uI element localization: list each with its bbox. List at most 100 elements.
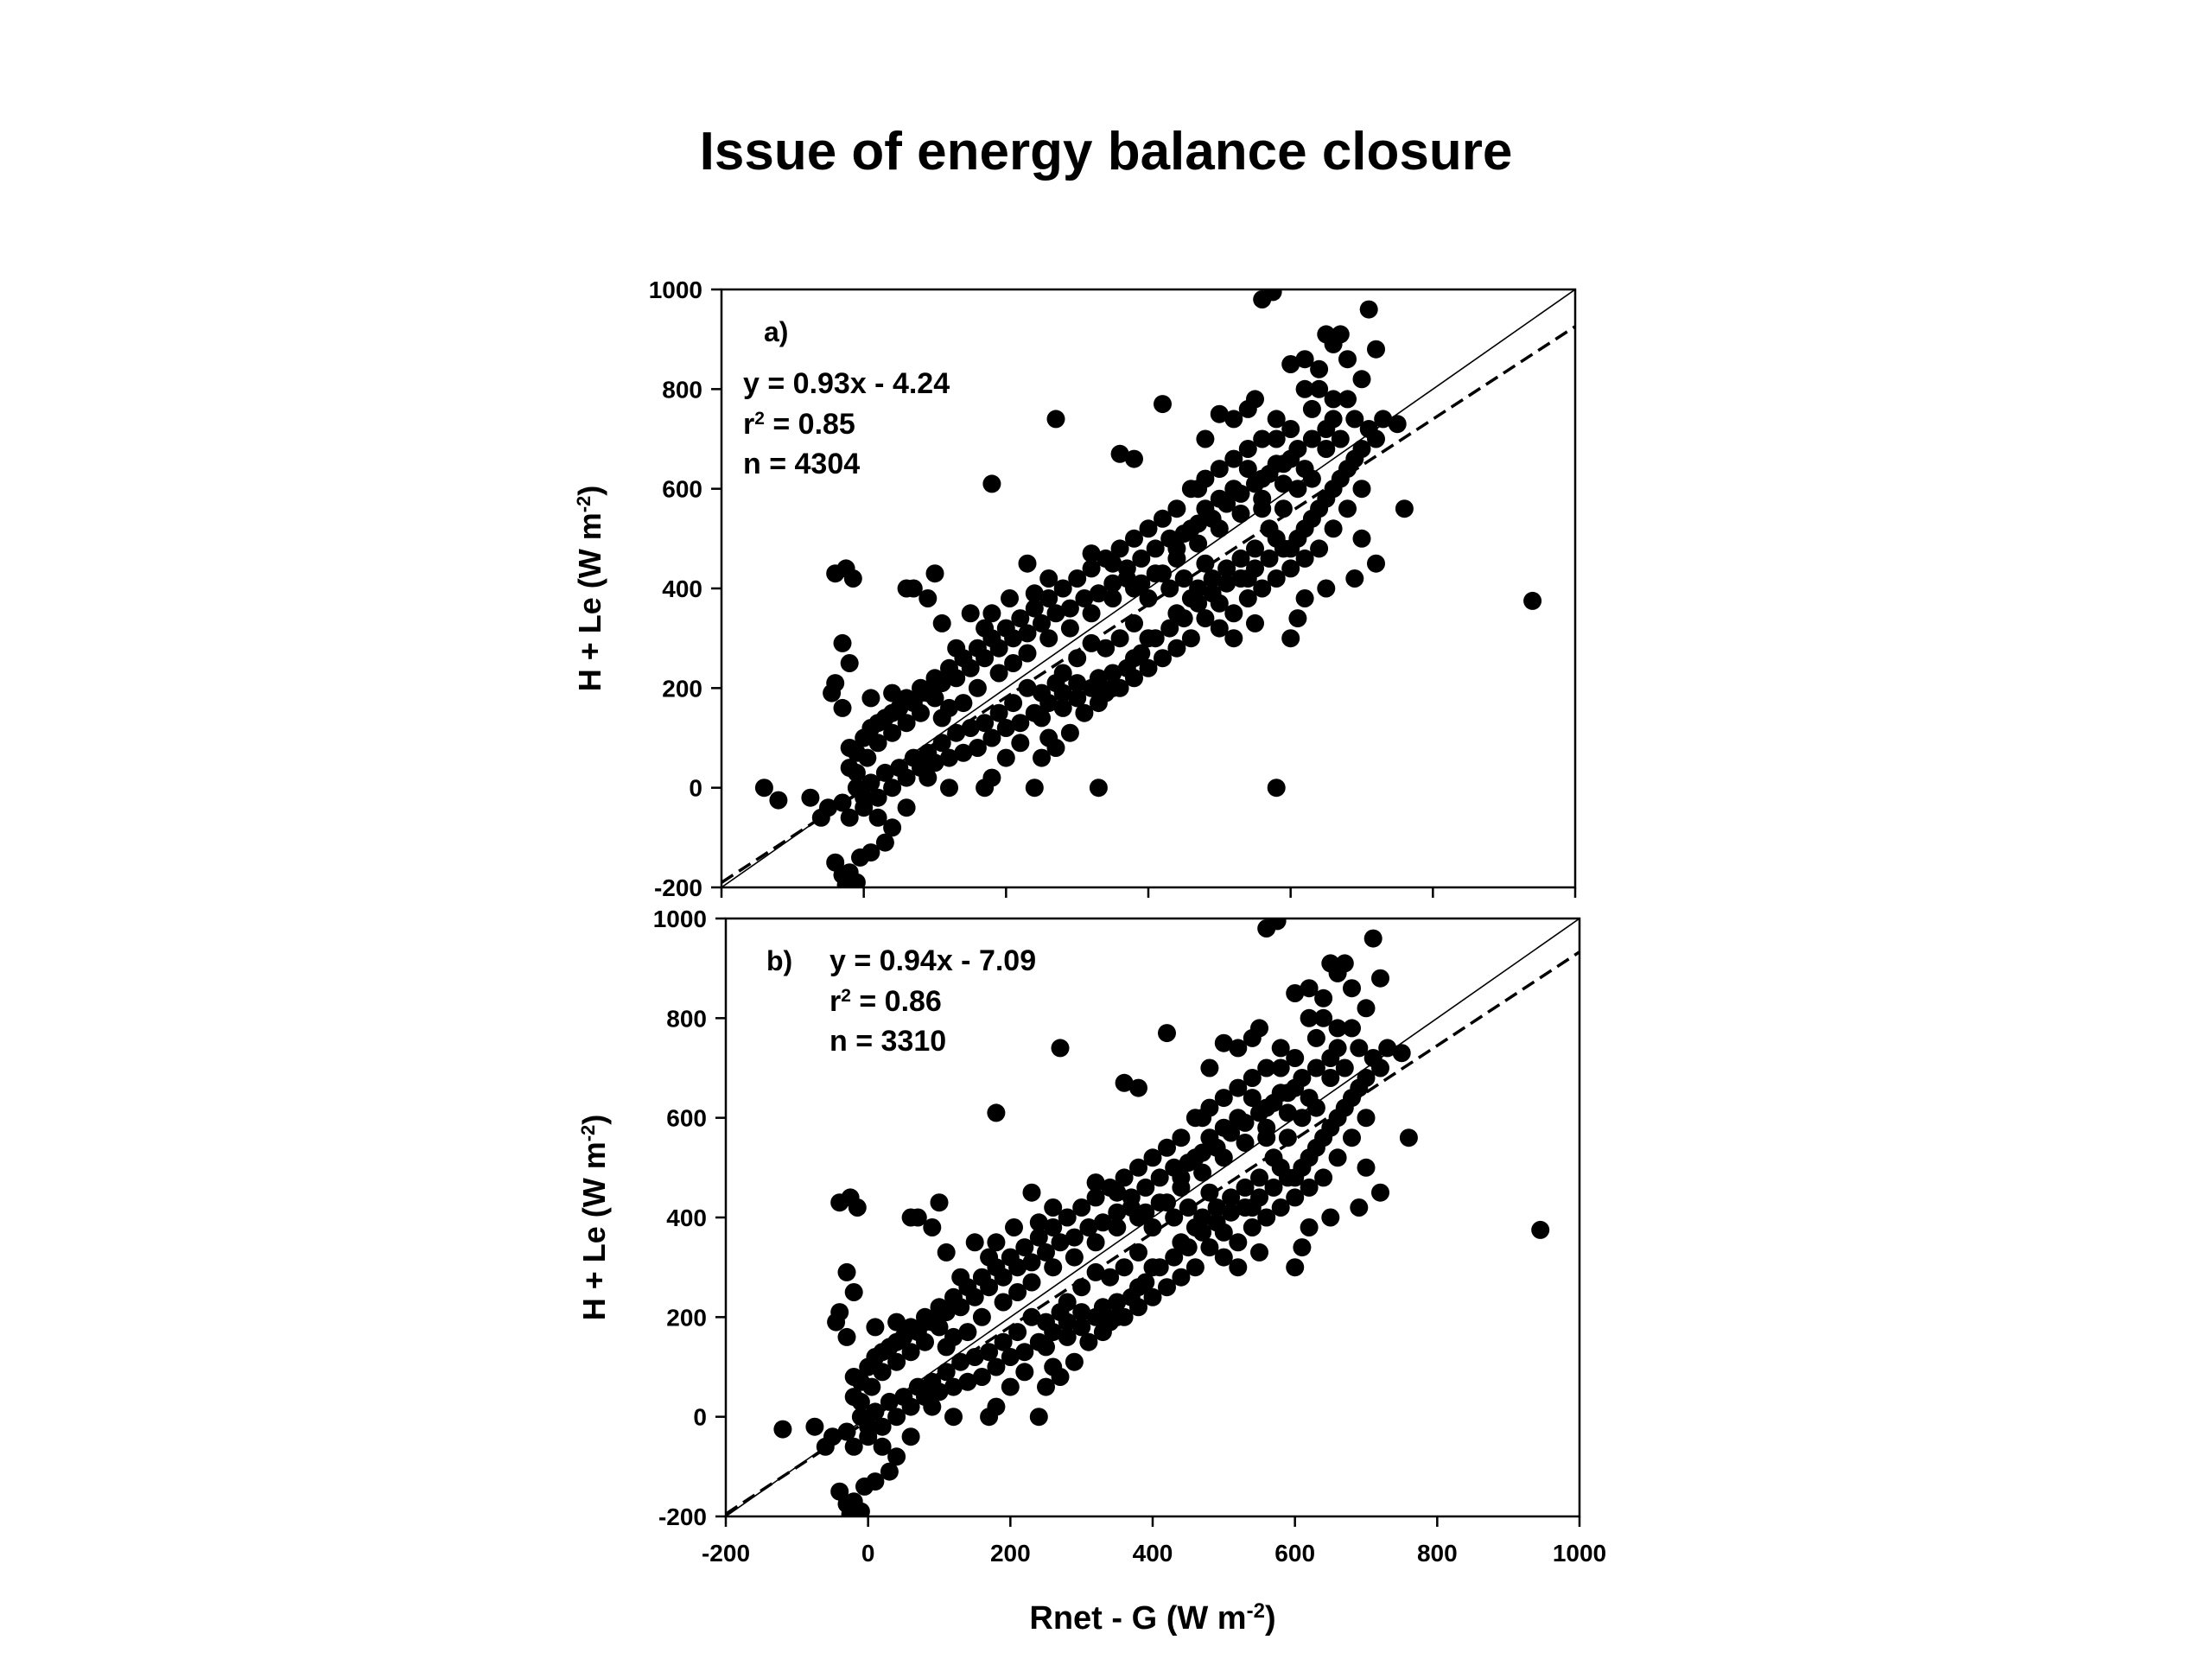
data-point xyxy=(951,1352,970,1371)
one-to-one-line xyxy=(721,289,1575,887)
data-point xyxy=(1271,1198,1290,1217)
data-point xyxy=(1115,1073,1134,1092)
data-point xyxy=(887,1332,906,1351)
data-point xyxy=(1238,440,1257,458)
data-point xyxy=(1082,559,1101,578)
data-point xyxy=(1302,429,1321,448)
data-point xyxy=(1065,1228,1084,1247)
data-point xyxy=(1103,664,1122,683)
data-point xyxy=(1222,1188,1241,1207)
data-point xyxy=(1260,464,1279,483)
y-tick-label: 800 xyxy=(666,1005,707,1032)
data-point xyxy=(801,788,820,807)
data-point xyxy=(944,1408,963,1427)
data-point xyxy=(1331,429,1350,448)
data-point xyxy=(1288,529,1307,548)
data-point xyxy=(1158,1024,1176,1043)
sample-size: n = 3310 xyxy=(830,1025,946,1058)
data-point xyxy=(1264,1178,1283,1197)
data-point xyxy=(1037,1377,1055,1396)
x-axis-label: Rnet - G (W m-2) xyxy=(1029,1599,1275,1637)
data-point xyxy=(1295,549,1314,568)
data-point xyxy=(1345,410,1364,429)
data-point xyxy=(859,1357,878,1376)
data-point xyxy=(1101,1268,1120,1287)
data-point xyxy=(1193,1143,1212,1162)
data-point xyxy=(1357,1158,1376,1177)
sample-size: n = 4304 xyxy=(743,448,860,480)
data-point xyxy=(1338,390,1357,409)
y-tick-label: 400 xyxy=(666,1205,707,1231)
data-point xyxy=(1286,1049,1305,1067)
data-point xyxy=(1271,1039,1290,1058)
data-point xyxy=(1044,1218,1063,1236)
data-point xyxy=(901,1343,920,1362)
data-point xyxy=(1236,1113,1255,1132)
data-point xyxy=(1075,703,1094,722)
data-point xyxy=(1044,1323,1063,1342)
data-point xyxy=(1263,289,1282,302)
data-point xyxy=(844,1368,863,1386)
data-point xyxy=(1300,1178,1319,1197)
data-point xyxy=(1143,1287,1162,1306)
data-point xyxy=(861,843,880,862)
data-point xyxy=(1086,1233,1105,1252)
x-tick-label: 600 xyxy=(1274,1540,1315,1567)
data-point xyxy=(925,564,944,583)
data-point xyxy=(1306,1098,1325,1117)
data-point xyxy=(1295,379,1314,398)
data-point xyxy=(1089,779,1108,798)
data-point xyxy=(1274,454,1293,474)
data-point xyxy=(996,619,1015,638)
data-point xyxy=(1022,1273,1041,1292)
data-point xyxy=(1001,589,1019,607)
data-point xyxy=(1317,420,1336,438)
data-point xyxy=(1310,379,1329,398)
data-point xyxy=(1217,559,1236,578)
x-tick-label: 800 xyxy=(1417,1540,1458,1567)
data-point xyxy=(1132,644,1151,663)
data-point xyxy=(883,723,902,742)
data-point xyxy=(1110,444,1129,463)
data-point xyxy=(1072,1318,1091,1337)
data-point xyxy=(1236,1198,1255,1217)
data-point xyxy=(868,808,887,827)
data-point xyxy=(1129,1158,1147,1177)
data-point xyxy=(1281,559,1300,578)
data-point xyxy=(1189,514,1208,533)
data-point xyxy=(1150,1168,1169,1187)
data-point xyxy=(1089,584,1108,603)
data-point xyxy=(1046,410,1065,429)
data-point xyxy=(1343,1128,1361,1147)
data-point xyxy=(1260,549,1279,568)
data-point xyxy=(1165,1248,1184,1267)
data-point xyxy=(1250,1188,1268,1207)
data-point xyxy=(1108,1218,1127,1236)
y-tick-label: 200 xyxy=(666,1304,707,1331)
data-point xyxy=(1179,1154,1198,1173)
data-point xyxy=(1051,1233,1070,1252)
data-point xyxy=(1293,1069,1312,1087)
data-point xyxy=(1264,1148,1283,1167)
data-point xyxy=(994,1293,1013,1312)
data-point xyxy=(980,1343,999,1362)
data-point xyxy=(1018,554,1037,573)
data-point xyxy=(840,808,859,827)
data-point xyxy=(1008,1283,1027,1301)
data-point xyxy=(1022,1253,1041,1272)
data-point xyxy=(1058,1208,1077,1227)
data-point xyxy=(769,791,788,810)
data-point xyxy=(1139,519,1158,538)
data-point xyxy=(1079,1332,1098,1351)
data-point xyxy=(1260,519,1279,538)
data-point xyxy=(875,833,894,852)
data-point xyxy=(1158,1278,1176,1297)
data-point xyxy=(1229,1078,1248,1097)
data-point xyxy=(1158,1138,1176,1157)
data-point xyxy=(1179,1238,1198,1257)
data-point xyxy=(1229,1233,1248,1252)
data-point xyxy=(1214,1248,1233,1267)
data-point xyxy=(1236,1178,1255,1197)
data-point xyxy=(940,779,958,798)
data-point xyxy=(930,1193,949,1212)
